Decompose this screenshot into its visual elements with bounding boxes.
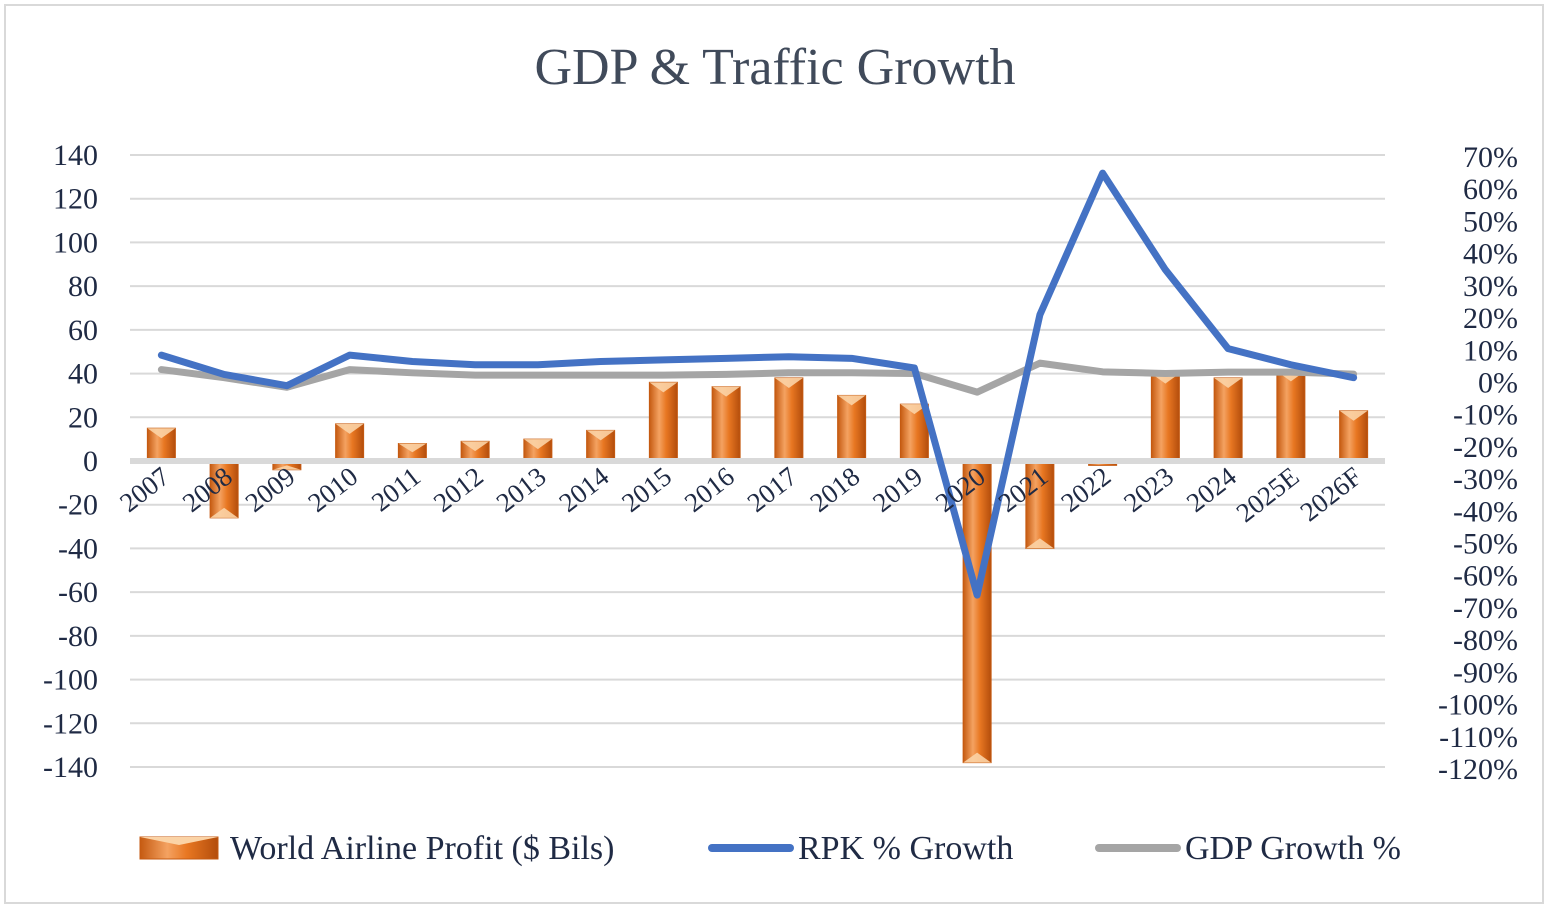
left-tick-label: -60 <box>58 576 98 609</box>
bar <box>899 403 929 462</box>
bar <box>648 381 678 462</box>
right-tick-label: 70% <box>1463 141 1518 174</box>
x-tick-label: 2019 <box>867 461 928 518</box>
right-tick-label: 0% <box>1478 366 1518 399</box>
bar <box>586 429 616 462</box>
left-tick-label: 0 <box>83 445 98 478</box>
right-tick-label: -20% <box>1453 431 1518 464</box>
bar <box>1213 377 1243 462</box>
bar-series <box>146 370 1369 764</box>
x-tick-label: 2017 <box>742 461 803 518</box>
x-tick-label: 2018 <box>804 461 865 518</box>
line-series <box>157 169 1358 599</box>
left-tick-label: -40 <box>58 532 98 565</box>
legend-item: RPK % Growth <box>708 830 1013 867</box>
x-tick-label: 2022 <box>1055 461 1116 518</box>
right-axis-ticks: 70%60%50%40%30%20%10%0%-10%-20%-30%-40%-… <box>1438 141 1518 786</box>
x-tick-label: 2016 <box>679 461 740 518</box>
left-tick-label: 40 <box>68 358 98 391</box>
right-tick-label: 40% <box>1463 238 1518 271</box>
bar <box>1339 410 1369 462</box>
x-axis-ticks: 2007 2008 2009 2010 2011 2012 2013 2014 2015 2016… <box>114 461 1367 528</box>
bar <box>1150 373 1180 462</box>
right-tick-label: 10% <box>1463 334 1518 367</box>
left-tick-label: -100 <box>43 664 98 697</box>
left-tick-label: -140 <box>43 751 98 784</box>
bar <box>335 423 365 462</box>
x-tick-label: 2012 <box>428 461 489 518</box>
legend-item: GDP Growth % <box>1095 830 1401 867</box>
right-tick-label: 50% <box>1463 205 1518 238</box>
left-tick-label: 140 <box>53 139 98 172</box>
right-tick-label: -10% <box>1453 399 1518 432</box>
chart-frame <box>4 4 1544 904</box>
bar <box>962 460 992 764</box>
x-tick-label: 2015 <box>616 461 677 518</box>
legend-label: RPK % Growth <box>798 830 1013 867</box>
right-tick-label: -110% <box>1439 721 1518 754</box>
bar <box>774 377 804 462</box>
x-tick-label: 2011 <box>366 461 426 517</box>
left-tick-label: -20 <box>58 489 98 522</box>
right-tick-label: -40% <box>1453 495 1518 528</box>
chart-title: GDP & Traffic Growth <box>534 39 1016 96</box>
x-tick-label: 2026F <box>1294 461 1367 527</box>
right-tick-label: -60% <box>1453 560 1518 593</box>
left-tick-label: 20 <box>68 401 98 434</box>
left-tick-label: 80 <box>68 270 98 303</box>
bar <box>711 386 741 462</box>
left-tick-label: -120 <box>43 707 98 740</box>
right-tick-label: -70% <box>1453 592 1518 625</box>
bar <box>1276 370 1306 462</box>
rpk-growth-line <box>157 169 1358 599</box>
bar <box>146 427 176 462</box>
x-tick-label: 2010 <box>302 461 363 518</box>
legend-label: World Airline Profit ($ Bils) <box>230 830 614 867</box>
right-tick-label: 60% <box>1463 173 1518 206</box>
right-tick-label: 30% <box>1463 270 1518 303</box>
x-tick-label: 2013 <box>491 461 552 518</box>
legend-label: GDP Growth % <box>1185 830 1401 867</box>
right-tick-label: -100% <box>1438 689 1518 722</box>
gdp-growth-line <box>157 359 1358 396</box>
left-axis-ticks: 140 120 100 80 60 40 20 0 -20 -40 -60 -80 -100 -120 -1… <box>43 139 98 784</box>
right-tick-label: -80% <box>1453 624 1518 657</box>
x-tick-label: 2014 <box>553 461 614 518</box>
x-tick-label: 2024 <box>1181 461 1242 518</box>
right-tick-label: 20% <box>1463 302 1518 335</box>
bar <box>837 394 867 462</box>
right-tick-label: -120% <box>1438 753 1518 786</box>
bar <box>209 460 239 519</box>
x-tick-label: 2023 <box>1118 461 1179 518</box>
x-tick-label: 2007 <box>114 461 175 518</box>
legend-item: World Airline Profit ($ Bils) <box>139 830 614 867</box>
left-tick-label: -80 <box>58 620 98 653</box>
left-tick-label: 60 <box>68 314 98 347</box>
right-tick-label: -90% <box>1453 656 1518 689</box>
right-tick-label: -30% <box>1453 463 1518 496</box>
left-tick-label: 120 <box>53 183 98 216</box>
right-tick-label: -50% <box>1453 528 1518 561</box>
bar <box>523 438 553 462</box>
x-tick-label: 2025E <box>1231 461 1305 528</box>
left-tick-label: 100 <box>53 226 98 259</box>
bar <box>1025 460 1055 549</box>
legend: World Airline Profit ($ Bils) RPK % Growt… <box>139 830 1401 867</box>
